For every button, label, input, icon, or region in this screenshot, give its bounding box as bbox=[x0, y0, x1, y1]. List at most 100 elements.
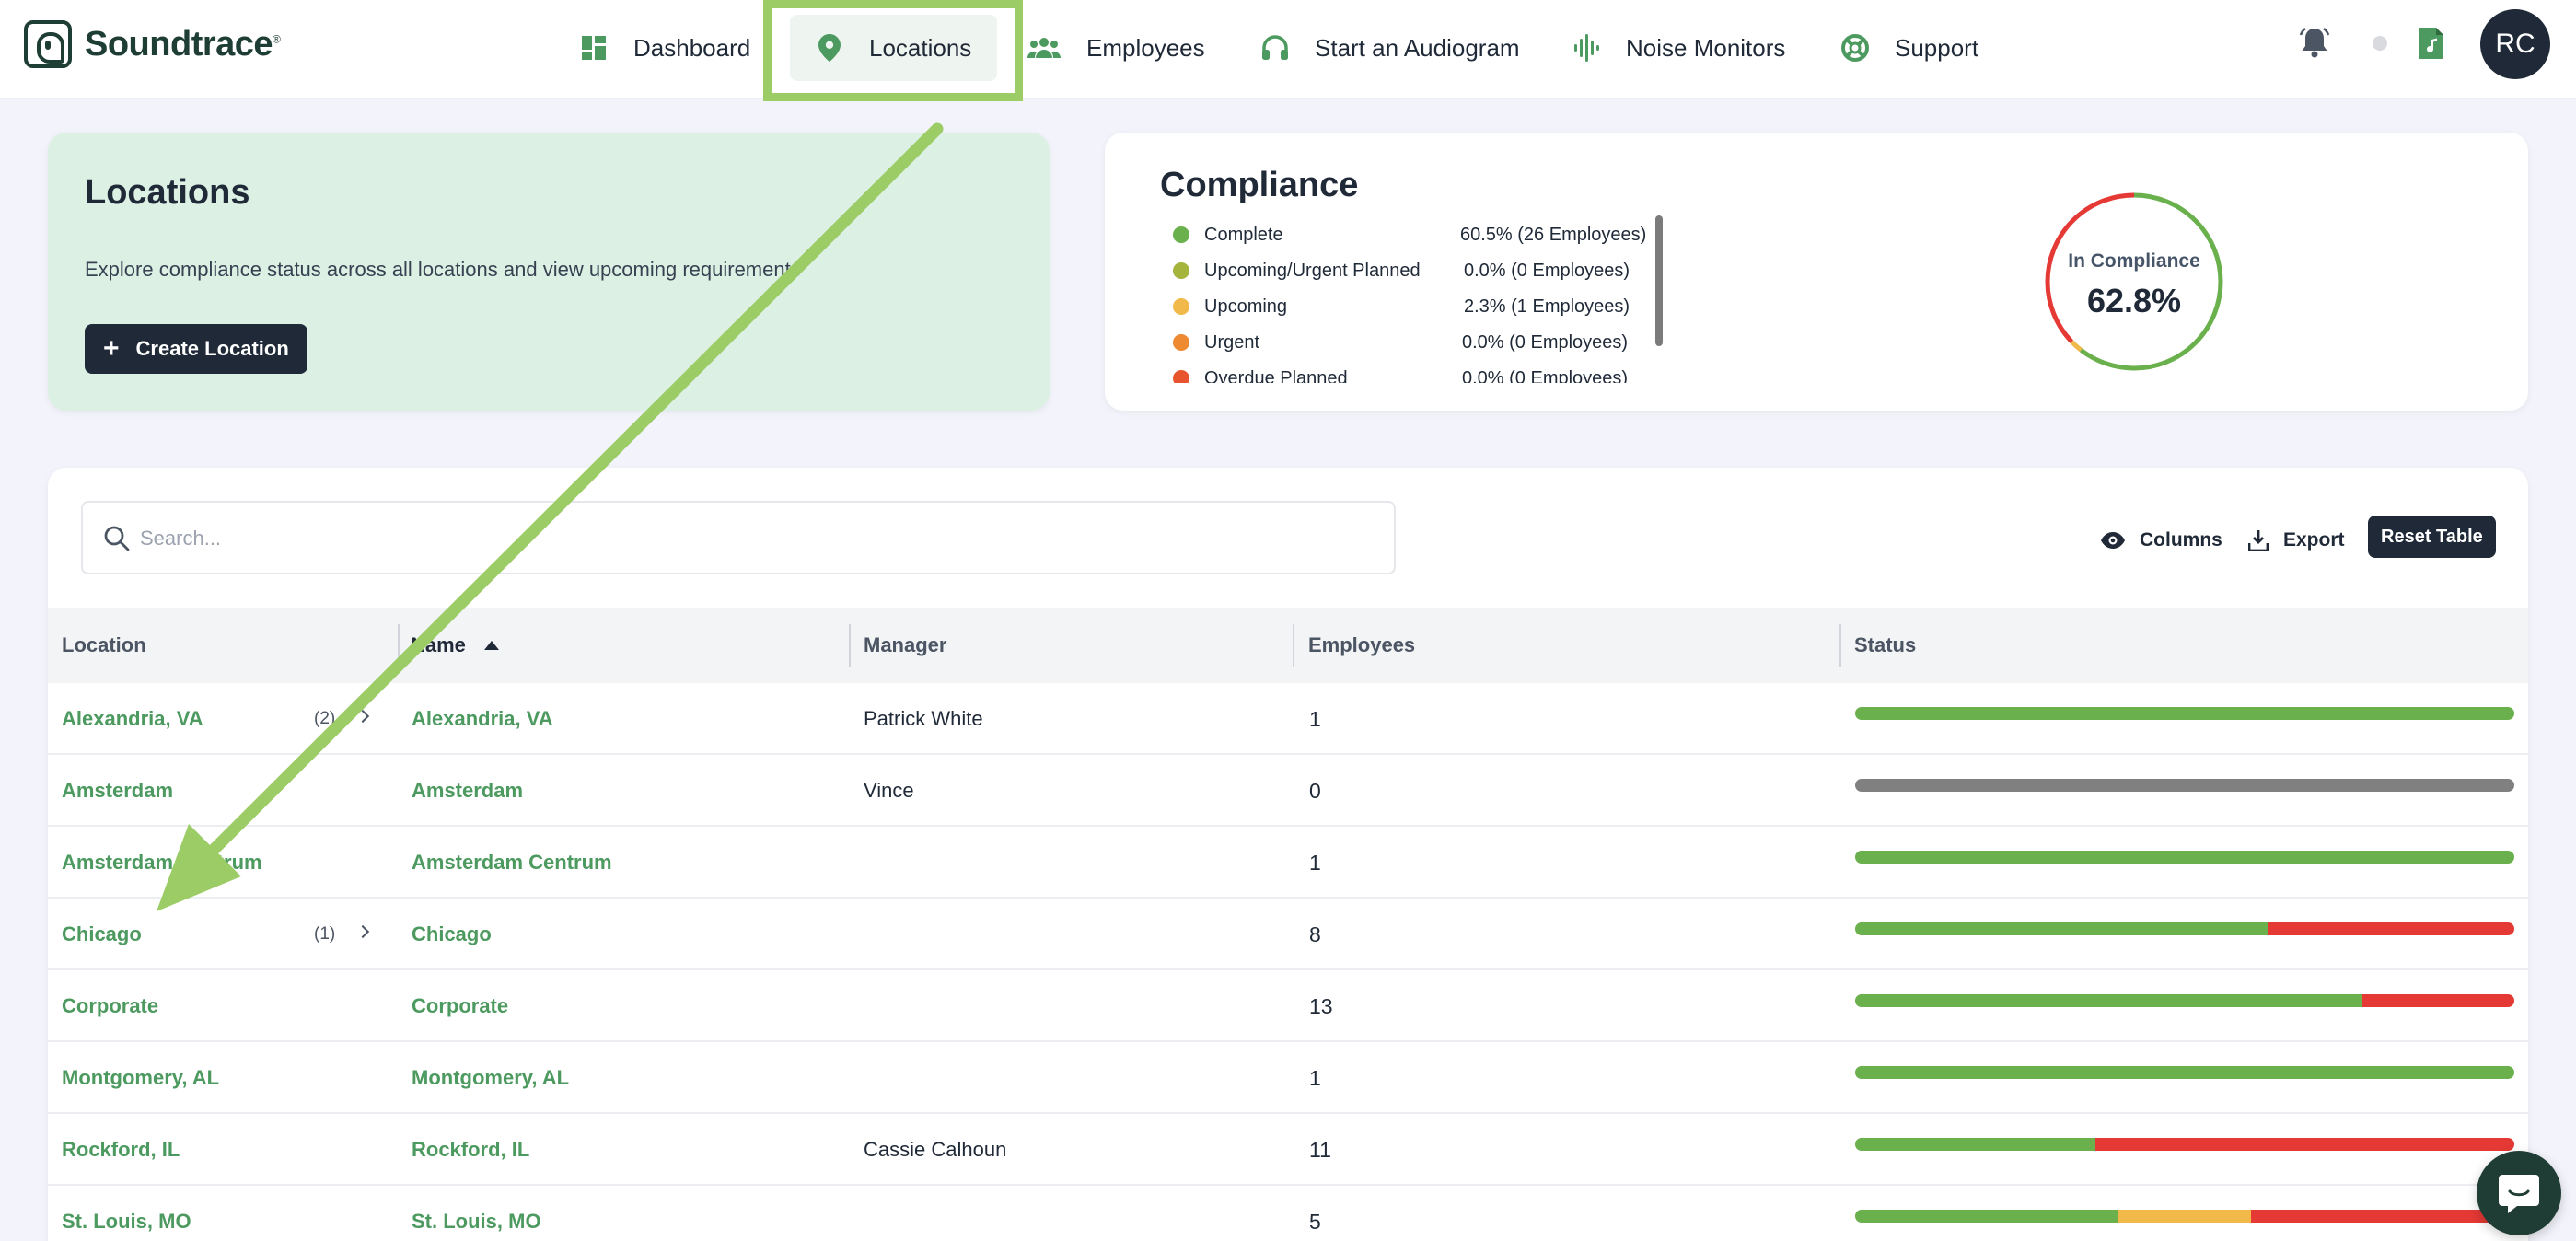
legend-item: Upcoming 2.3% (1 Employees) bbox=[1173, 293, 1670, 320]
location-link[interactable]: St. Louis, MO bbox=[62, 1210, 191, 1233]
legend-label: Upcoming/Urgent Planned bbox=[1204, 261, 1421, 281]
status-bar-segment bbox=[2094, 1138, 2514, 1151]
table-row[interactable]: Montgomery, AL Montgomery, AL 1 bbox=[48, 1042, 2528, 1114]
col-header-location[interactable]: Location bbox=[62, 633, 146, 656]
waveform-icon bbox=[1572, 34, 1600, 62]
nav-dashboard-label: Dashboard bbox=[633, 33, 751, 62]
nav-noise-monitors-label: Noise Monitors bbox=[1626, 33, 1786, 62]
location-link[interactable]: Amsterdam Centrum bbox=[62, 851, 262, 874]
location-pin-icon bbox=[816, 34, 843, 62]
nav-start-audiogram-label: Start an Audiogram bbox=[1315, 33, 1520, 62]
export-button[interactable]: Export bbox=[2248, 519, 2345, 562]
create-location-button[interactable]: + Create Location bbox=[85, 324, 307, 374]
nav-start-audiogram[interactable]: Start an Audiogram bbox=[1261, 15, 1520, 81]
nav-support-label: Support bbox=[1895, 33, 1979, 62]
donut-value: 62.8% bbox=[2086, 282, 2182, 319]
name-link[interactable]: Montgomery, AL bbox=[412, 1066, 570, 1089]
file-music-icon[interactable] bbox=[2418, 26, 2445, 61]
col-header-employees[interactable]: Employees bbox=[1308, 633, 1416, 656]
col-header-status[interactable]: Status bbox=[1854, 633, 1917, 656]
legend-swatch-urgent bbox=[1173, 334, 1189, 351]
reset-table-button[interactable]: Reset Table bbox=[2368, 516, 2496, 558]
nav-employees[interactable]: Employees bbox=[1027, 15, 1205, 81]
table-row[interactable]: Amsterdam Amsterdam Vince 0 bbox=[48, 755, 2528, 827]
brand-name: Soundtrace bbox=[85, 24, 273, 64]
headphones-icon bbox=[1261, 34, 1289, 62]
name-link[interactable]: Amsterdam bbox=[412, 779, 524, 802]
name-link[interactable]: Amsterdam Centrum bbox=[412, 851, 612, 874]
col-header-name[interactable]: Name bbox=[411, 608, 499, 683]
nav-noise-monitors[interactable]: Noise Monitors bbox=[1572, 15, 1785, 81]
status-bar bbox=[1855, 922, 2514, 935]
location-link[interactable]: Corporate bbox=[62, 994, 159, 1017]
location-link[interactable]: Alexandria, VA bbox=[62, 707, 203, 730]
status-bar-segment bbox=[2118, 1210, 2251, 1223]
location-link[interactable]: Rockford, IL bbox=[62, 1138, 180, 1161]
nav-locations[interactable]: Locations bbox=[790, 15, 998, 81]
chevron-right-icon[interactable] bbox=[355, 924, 370, 939]
table-row[interactable]: Corporate Corporate 13 bbox=[48, 970, 2528, 1042]
column-divider[interactable] bbox=[398, 624, 400, 667]
nav-support[interactable]: Support bbox=[1841, 15, 1978, 81]
eye-icon bbox=[2101, 532, 2125, 549]
column-divider[interactable] bbox=[1293, 624, 1294, 667]
table-row[interactable]: Amsterdam Centrum Amsterdam Centrum 1 bbox=[48, 827, 2528, 899]
create-location-label: Create Location bbox=[135, 337, 289, 360]
name-link[interactable]: Rockford, IL bbox=[412, 1138, 530, 1161]
table-row[interactable]: St. Louis, MO St. Louis, MO 5 bbox=[48, 1186, 2528, 1241]
status-bar-segment bbox=[1855, 851, 2514, 864]
table-row[interactable]: Chicago (1) Chicago 8 bbox=[48, 899, 2528, 970]
status-dot bbox=[2373, 36, 2387, 51]
dashboard-icon bbox=[580, 34, 608, 62]
legend-swatch-upcoming-urgent-planned bbox=[1173, 262, 1189, 279]
legend-value: 60.5% (26 Employees) bbox=[1460, 225, 1647, 245]
nav-locations-label: Locations bbox=[869, 33, 972, 62]
columns-label: Columns bbox=[2140, 529, 2222, 551]
name-link[interactable]: Alexandria, VA bbox=[412, 707, 553, 730]
status-bar bbox=[1855, 707, 2514, 720]
table-header: Location Name Manager Employees Status bbox=[48, 608, 2528, 683]
chevron-right-icon[interactable] bbox=[355, 709, 370, 724]
compliance-legend: Complete 60.5% (26 Employees) Upcoming/U… bbox=[1173, 221, 1670, 383]
search-input[interactable] bbox=[140, 516, 1337, 562]
legend-scrollbar[interactable] bbox=[1655, 215, 1663, 346]
manager-cell: Vince bbox=[864, 779, 914, 802]
annotation-highlight-box bbox=[763, 0, 1023, 101]
employees-cell: 1 bbox=[1309, 1065, 1321, 1090]
manager-cell: Cassie Calhoun bbox=[864, 1138, 1007, 1161]
legend-value: 0.0% (0 Employees) bbox=[1464, 261, 1630, 281]
location-link[interactable]: Montgomery, AL bbox=[62, 1066, 220, 1089]
notifications-bell-icon[interactable] bbox=[2298, 26, 2331, 59]
columns-button[interactable]: Columns bbox=[2101, 519, 2222, 562]
export-label: Export bbox=[2283, 529, 2345, 551]
page-title: Locations bbox=[85, 173, 250, 212]
brand-logo[interactable]: Soundtrace® bbox=[24, 18, 281, 70]
legend-swatch-upcoming bbox=[1173, 298, 1189, 315]
table-row[interactable]: Alexandria, VA (2) Alexandria, VA Patrick W… bbox=[48, 683, 2528, 755]
location-link[interactable]: Amsterdam bbox=[62, 779, 174, 802]
employees-cell: 13 bbox=[1309, 993, 1333, 1018]
people-icon bbox=[1027, 34, 1061, 62]
column-divider[interactable] bbox=[849, 624, 851, 667]
compliance-title: Compliance bbox=[1160, 166, 1359, 204]
name-link[interactable]: Chicago bbox=[412, 922, 492, 945]
status-bar bbox=[1855, 994, 2514, 1007]
export-icon bbox=[2248, 530, 2269, 551]
legend-label: Complete bbox=[1204, 225, 1283, 245]
name-link[interactable]: Corporate bbox=[412, 994, 509, 1017]
location-link[interactable]: Chicago bbox=[62, 922, 142, 945]
compliance-donut-chart bbox=[2045, 192, 2223, 371]
nav-dashboard[interactable]: Dashboard bbox=[580, 15, 750, 81]
name-link[interactable]: St. Louis, MO bbox=[412, 1210, 541, 1233]
legend-swatch-complete bbox=[1173, 226, 1189, 243]
col-header-manager[interactable]: Manager bbox=[864, 633, 947, 656]
status-bar bbox=[1855, 779, 2514, 792]
legend-swatch-overdue-planned bbox=[1173, 370, 1189, 383]
search-box[interactable] bbox=[81, 501, 1396, 574]
donut-segment bbox=[2045, 192, 2223, 371]
user-avatar[interactable]: RC bbox=[2480, 9, 2550, 79]
table-row[interactable]: Rockford, IL Rockford, IL Cassie Calhoun 11 bbox=[48, 1114, 2528, 1186]
chat-support-button[interactable] bbox=[2477, 1151, 2561, 1235]
column-divider[interactable] bbox=[1839, 624, 1841, 667]
sub-location-count: (1) bbox=[314, 924, 336, 944]
